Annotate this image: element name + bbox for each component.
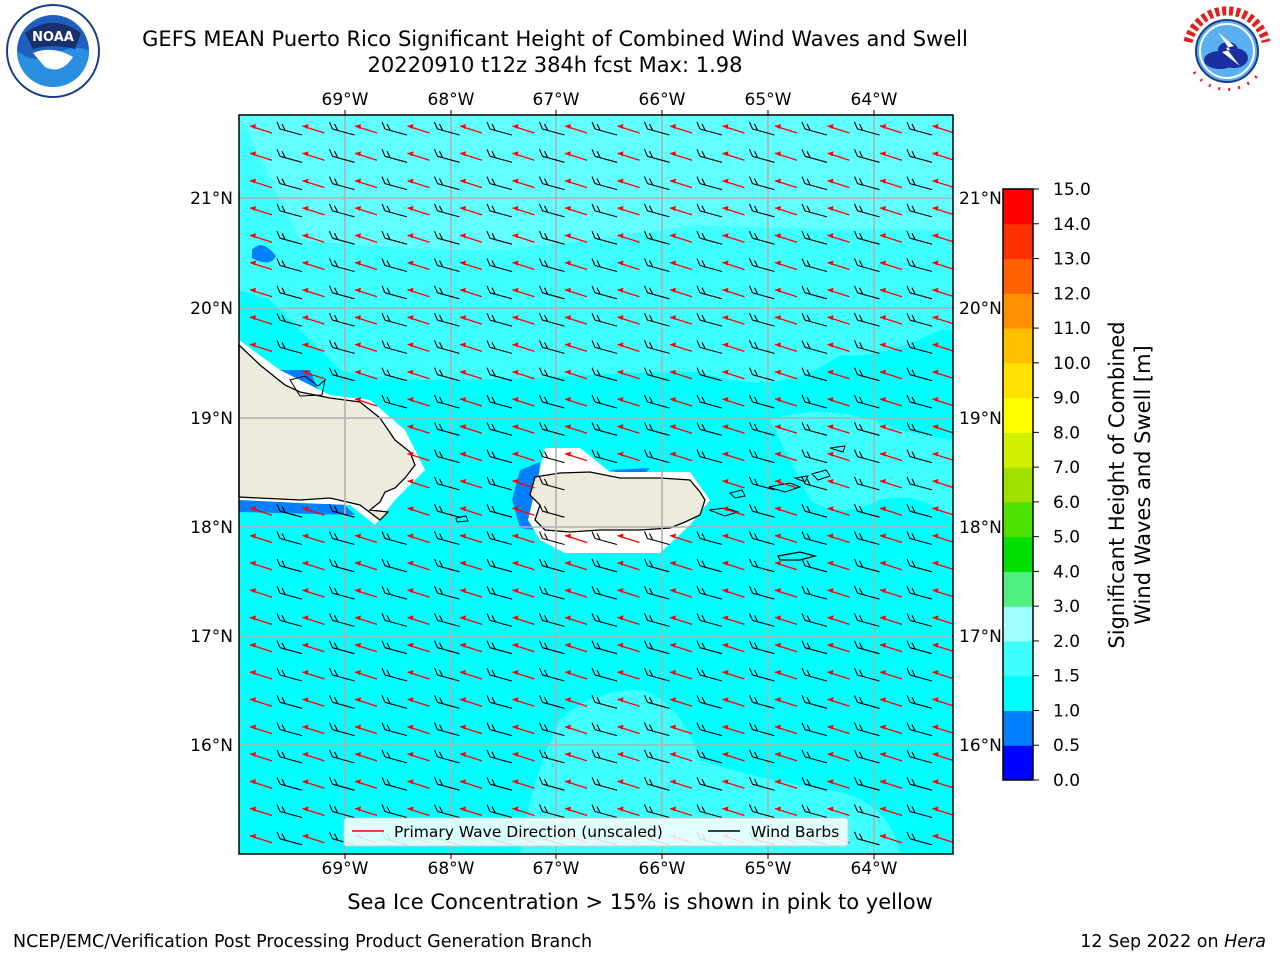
lat-label-right-21n: 21°N	[959, 189, 1002, 209]
noaa-logo: NOAA	[6, 4, 100, 98]
colorbar-tick-label: 9.0	[1053, 389, 1080, 409]
colorbar-cell	[1003, 745, 1033, 781]
footer-machine: Hera	[1224, 932, 1266, 952]
lon-label-top-68w: 68°W	[428, 90, 475, 110]
colorbar-cell	[1003, 223, 1033, 260]
colorbar: 0.0 0.5 1.0 1.5 2.0 3.0 4.0 5.0 6.0 7.0 8.0 9.0 10.0…	[1002, 180, 1155, 791]
colorbar-tick-label: 8.0	[1053, 423, 1080, 443]
lat-label-right-18n: 18°N	[959, 518, 1002, 538]
lon-label-bottom-68w: 68°W	[428, 859, 475, 879]
lon-label-top-64w: 64°W	[851, 90, 898, 110]
colorbar-tick-label: 6.0	[1053, 493, 1080, 513]
colorbar-cell	[1003, 397, 1033, 433]
colorbar-cell	[1003, 571, 1033, 607]
lat-label-left-17n: 17°N	[190, 627, 233, 647]
lon-label-bottom-67w: 67°W	[533, 859, 580, 879]
lat-label-left-20n: 20°N	[190, 299, 233, 319]
footer-branch: NCEP/EMC/Verification Post Processing Pr…	[13, 932, 593, 952]
colorbar-tick-label: 0.5	[1053, 736, 1080, 756]
lat-label-left-18n: 18°N	[190, 518, 233, 538]
sea-ice-note-text: Sea Ice Concentration > 15% is shown in …	[347, 890, 933, 914]
lon-label-bottom-64w: 64°W	[851, 859, 898, 879]
colorbar-tick-label: 14.0	[1053, 215, 1091, 235]
colorbar-tick-label: 3.0	[1053, 597, 1080, 617]
colorbar-cell	[1003, 362, 1033, 399]
map-legend: Primary Wave Direction (unscaled) Wind B…	[343, 817, 849, 847]
lat-label-left-21n: 21°N	[190, 189, 233, 209]
lat-label-right-16n: 16°N	[959, 736, 1002, 756]
lat-label-right-17n: 17°N	[959, 627, 1002, 647]
gridlines	[239, 115, 953, 854]
colorbar-tick-label: 7.0	[1053, 458, 1080, 478]
footer-date-text: 12 Sep 2022 on	[1080, 932, 1225, 952]
nws-logo	[1181, 5, 1273, 97]
colorbar-tick-label: 11.0	[1053, 319, 1091, 339]
colorbar-tick-label: 10.0	[1053, 354, 1091, 374]
colorbar-tick-label: 13.0	[1053, 250, 1091, 270]
colorbar-cell	[1003, 258, 1033, 294]
map-frame	[238, 114, 954, 855]
colorbar-tick-label: 15.0	[1053, 180, 1091, 200]
lon-label-top-69w: 69°W	[322, 90, 369, 110]
colorbar-tick-label: 1.5	[1053, 667, 1080, 687]
colorbar-tick-label: 5.0	[1053, 528, 1080, 548]
svg-text:NOAA: NOAA	[32, 30, 74, 45]
colorbar-cell	[1003, 606, 1033, 642]
sea-ice-note: Sea Ice Concentration > 15% is shown in …	[0, 890, 1280, 914]
map-area: Primary Wave Direction (unscaled) Wind B…	[190, 90, 1002, 879]
lon-label-top-67w: 67°W	[533, 90, 580, 110]
colorbar-cell	[1003, 536, 1033, 572]
colorbar-cell	[1003, 501, 1033, 538]
lon-label-bottom-65w: 65°W	[745, 859, 792, 879]
colorbar-cell	[1003, 189, 1033, 225]
lon-label-top-66w: 66°W	[639, 90, 686, 110]
colorbar-cell	[1003, 328, 1033, 364]
colorbar-tick-label: 4.0	[1053, 562, 1080, 582]
colorbar-cell	[1003, 675, 1033, 711]
legend-primary-wave-label: Primary Wave Direction (unscaled)	[394, 823, 663, 841]
lat-label-left-16n: 16°N	[190, 736, 233, 756]
colorbar-tick-label: 0.0	[1053, 771, 1080, 791]
colorbar-label-line2: Wind Waves and Swell [m]	[1131, 345, 1155, 625]
map-subtitle: 20220910 t12z 384h fcst Max: 1.98	[367, 53, 743, 77]
lat-label-right-19n: 19°N	[959, 409, 1002, 429]
vector-field	[249, 121, 953, 846]
colorbar-cell	[1003, 710, 1033, 746]
lon-label-bottom-66w: 66°W	[639, 859, 686, 879]
legend-wind-barbs-label: Wind Barbs	[751, 823, 839, 841]
lon-label-bottom-69w: 69°W	[322, 859, 369, 879]
colorbar-tick-label: 12.0	[1053, 284, 1091, 304]
colorbar-cell	[1003, 640, 1033, 677]
map-title: GEFS MEAN Puerto Rico Significant Height…	[142, 27, 968, 51]
colorbar-cell	[1003, 467, 1033, 503]
lon-label-top-65w: 65°W	[745, 90, 792, 110]
colorbar-tick-label: 2.0	[1053, 632, 1080, 652]
colorbar-cell	[1003, 432, 1033, 468]
footer-date: 12 Sep 2022 on Hera	[1080, 932, 1266, 952]
lat-label-left-19n: 19°N	[190, 409, 233, 429]
colorbar-label-line1: Significant Height of Combined	[1105, 321, 1129, 648]
colorbar-cell	[1003, 293, 1033, 329]
lat-label-right-20n: 20°N	[959, 299, 1002, 319]
colorbar-tick-label: 1.0	[1053, 701, 1080, 721]
